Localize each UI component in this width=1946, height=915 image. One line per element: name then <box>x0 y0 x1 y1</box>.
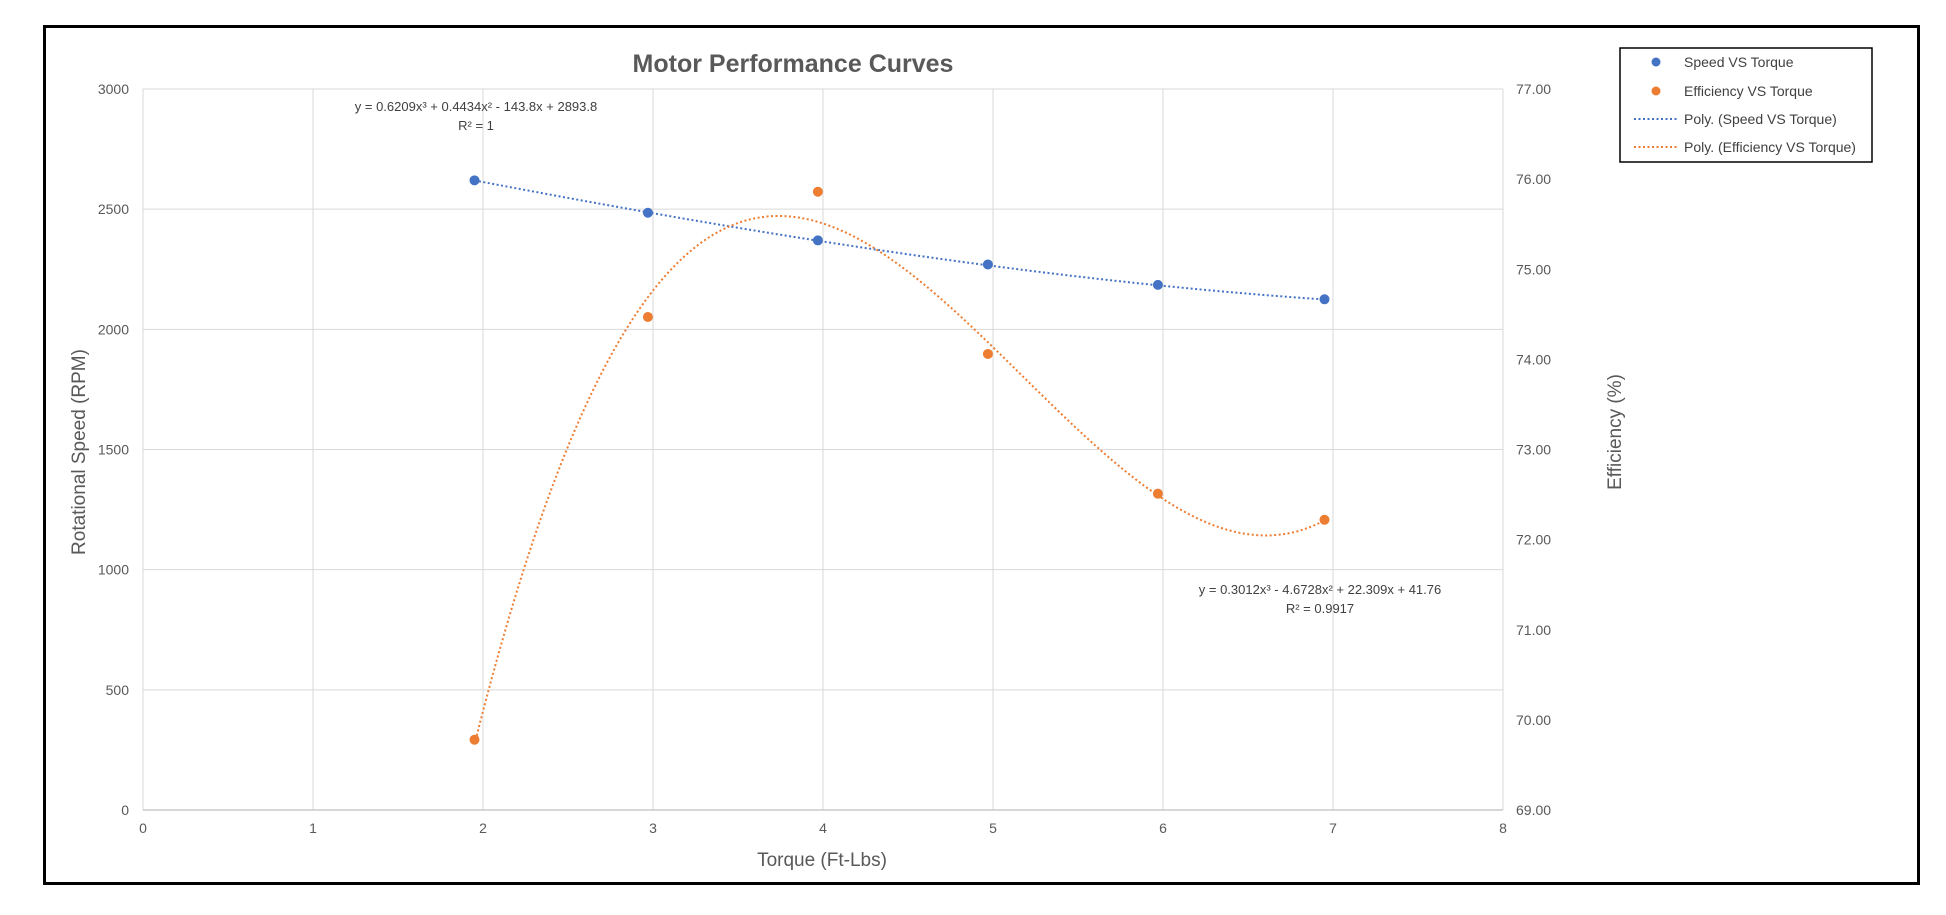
y2-tick-label: 75.00 <box>1516 261 1551 277</box>
efficiency-data-point <box>1319 514 1330 525</box>
efficiency-data-point <box>1152 488 1163 499</box>
y2-tick-label: 74.00 <box>1516 351 1551 367</box>
x-tick-label: 8 <box>1499 820 1507 836</box>
y-tick-label: 0 <box>121 802 129 818</box>
x-tick-label: 7 <box>1329 820 1337 836</box>
legend-item-speed-trend: Poly. (Speed VS Torque) <box>1634 111 1837 127</box>
x-tick-label: 3 <box>649 820 657 836</box>
y2-tick-label: 76.00 <box>1516 171 1551 187</box>
x-tick-label: 5 <box>989 820 997 836</box>
efficiency-data-point <box>469 734 480 745</box>
y-axis-title: Rotational Speed (RPM) <box>69 349 90 555</box>
efficiency-trendline-equation: y = 0.3012x³ - 4.6728x² + 22.309x + 41.7… <box>1199 582 1441 616</box>
y-tick-label: 1000 <box>98 562 129 578</box>
efficiency-data-point <box>642 312 653 323</box>
x-tick-label: 6 <box>1159 820 1167 836</box>
speed-equation-text: y = 0.6209x³ + 0.4434x² - 143.8x + 2893.… <box>355 99 597 114</box>
legend-label-speed: Speed VS Torque <box>1684 54 1794 70</box>
speed-data-point <box>812 235 823 246</box>
y-tick-label: 3000 <box>98 81 129 97</box>
legend-label-speed-trend: Poly. (Speed VS Torque) <box>1684 111 1837 127</box>
trendlines <box>473 179 1325 745</box>
y2-tick-label: 71.00 <box>1516 622 1551 638</box>
data-points <box>469 175 1330 745</box>
speed-trendline-equation: y = 0.6209x³ + 0.4434x² - 143.8x + 2893.… <box>355 99 597 133</box>
y2-tick-label: 69.00 <box>1516 802 1551 818</box>
chart-title: Motor Performance Curves <box>633 50 954 78</box>
y-tick-label: 2500 <box>98 201 129 217</box>
y-tick-label: 2000 <box>98 321 129 337</box>
legend-marker-speed <box>1651 57 1661 67</box>
legend-item-efficiency: Efficiency VS Torque <box>1651 83 1813 99</box>
speed-data-point <box>1152 279 1163 290</box>
speed-data-point <box>469 175 480 186</box>
legend-label-efficiency: Efficiency VS Torque <box>1684 83 1813 99</box>
legend-item-speed: Speed VS Torque <box>1651 54 1794 70</box>
legend-marker-efficiency <box>1651 86 1661 96</box>
efficiency-equation-text: y = 0.3012x³ - 4.6728x² + 22.309x + 41.7… <box>1199 582 1441 597</box>
efficiency-data-point <box>982 348 993 359</box>
axes: 0 500 1000 1500 2000 2500 3000 0 1 2 3 4 5 6 7 8 69.00 70… <box>98 81 1551 836</box>
x-tick-label: 2 <box>479 820 487 836</box>
y2-tick-label: 70.00 <box>1516 712 1551 728</box>
speed-trendline <box>474 179 1325 301</box>
efficiency-trendline <box>473 214 1325 745</box>
grid <box>142 88 1504 811</box>
legend-item-efficiency-trend: Poly. (Efficiency VS Torque) <box>1634 139 1856 155</box>
speed-data-point <box>982 259 993 270</box>
x-tick-label: 0 <box>139 820 147 836</box>
chart-frame <box>43 25 1920 885</box>
y-tick-label: 1500 <box>98 442 129 458</box>
x-tick-label: 4 <box>819 820 827 836</box>
speed-data-point <box>642 207 653 218</box>
y2-tick-label: 77.00 <box>1516 81 1551 97</box>
speed-r2-text: R² = 1 <box>458 118 494 133</box>
legend-label-efficiency-trend: Poly. (Efficiency VS Torque) <box>1684 139 1856 155</box>
y-tick-label: 500 <box>106 682 130 698</box>
y2-tick-label: 73.00 <box>1516 442 1551 458</box>
legend-box <box>1619 47 1873 163</box>
x-axis-title: Torque (Ft-Lbs) <box>757 850 887 871</box>
y2-axis-title: Efficiency (%) <box>1605 374 1626 490</box>
x-tick-label: 1 <box>309 820 317 836</box>
efficiency-r2-text: R² = 0.9917 <box>1286 601 1354 616</box>
legend: Speed VS Torque Efficiency VS Torque Pol… <box>1619 47 1873 163</box>
efficiency-data-point <box>812 186 823 197</box>
speed-data-point <box>1319 294 1330 305</box>
y2-tick-label: 72.00 <box>1516 532 1551 548</box>
